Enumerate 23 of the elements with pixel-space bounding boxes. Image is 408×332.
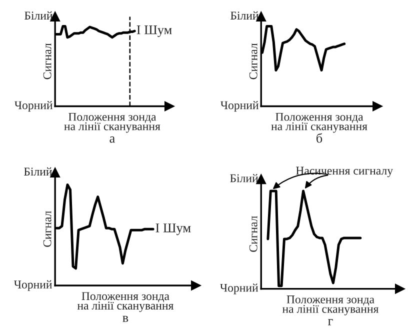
y-axis-title: Сигнал bbox=[249, 216, 258, 252]
text: Чорний bbox=[14, 280, 52, 291]
y-axis-title: Сигнал bbox=[43, 43, 52, 80]
text: а bbox=[110, 136, 115, 143]
text: г bbox=[328, 319, 333, 326]
text: Білий bbox=[24, 167, 52, 176]
text: Білий bbox=[24, 11, 53, 20]
y-axis-title: Сигнал bbox=[43, 211, 52, 247]
x-axis-title: Положення зонда на лінії сканування bbox=[77, 292, 174, 312]
annotation: I Шум bbox=[156, 224, 191, 236]
text: Білий bbox=[230, 11, 259, 20]
text: б bbox=[316, 133, 322, 143]
y-axis-title: Сигнал bbox=[249, 43, 258, 80]
text: Насичення сигналу bbox=[296, 166, 393, 178]
text: Чорний bbox=[14, 101, 53, 112]
text: Білий bbox=[230, 174, 258, 182]
x-axis-title: Положення зонда на лінії сканування bbox=[282, 296, 379, 316]
text: в bbox=[122, 316, 128, 322]
x-axis-title: Положення зонда на лінії сканування bbox=[271, 112, 368, 133]
annotation: I Шум bbox=[136, 26, 172, 37]
text: Чорний bbox=[220, 284, 258, 294]
x-axis-title: Положення зонда на лінії сканування bbox=[64, 112, 160, 133]
text: Чорний bbox=[220, 101, 259, 112]
